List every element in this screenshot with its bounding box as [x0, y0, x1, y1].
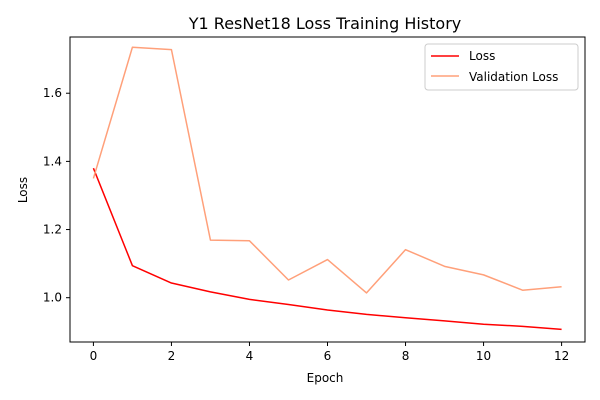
legend-box: [424, 43, 579, 91]
series-layer: [92, 46, 562, 331]
x-tick-label: 12: [554, 349, 569, 363]
legend: Loss Validation Loss: [424, 43, 579, 91]
x-tick-label: 8: [402, 349, 410, 363]
y-tick-label: 1.4: [43, 154, 62, 168]
x-tick-label: 0: [90, 349, 98, 363]
chart-title: Y1 ResNet18 Loss Training History: [188, 14, 461, 33]
plot-area: 0 2 4 6 8 10 12 1.0 1.2 1.4 1.6: [43, 36, 586, 363]
y-axis-ticks: 1.0 1.2 1.4 1.6: [43, 86, 70, 305]
x-axis-ticks: 0 2 4 6 8 10 12: [90, 342, 569, 363]
x-tick-label: 4: [246, 349, 254, 363]
legend-label-validation-loss: Validation Loss: [469, 70, 558, 84]
y-tick-label: 1.2: [43, 223, 62, 237]
x-tick-label: 2: [168, 349, 176, 363]
series-line-validation-loss: [92, 46, 562, 294]
y-tick-label: 1.6: [43, 86, 62, 100]
x-tick-label: 6: [324, 349, 332, 363]
y-axis-label: Loss: [16, 177, 30, 203]
x-axis-label: Epoch: [307, 371, 344, 385]
legend-label-loss: Loss: [469, 49, 495, 63]
y-tick-label: 1.0: [43, 291, 62, 305]
series-line-loss: [92, 167, 562, 331]
x-tick-label: 10: [476, 349, 491, 363]
